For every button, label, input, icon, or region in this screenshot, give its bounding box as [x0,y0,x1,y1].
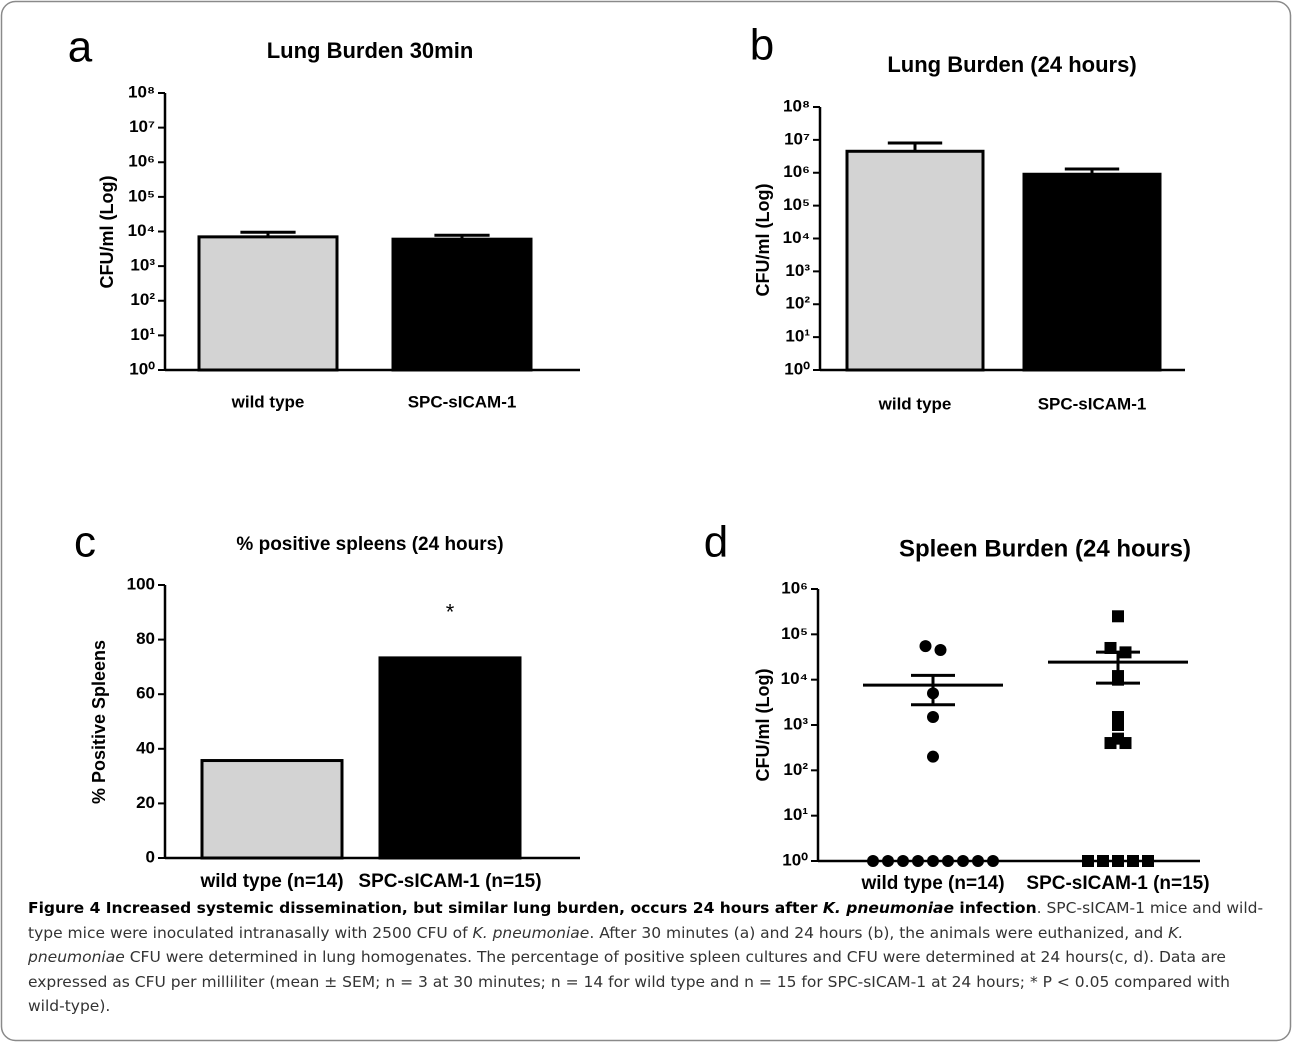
caption-text: K. pneumoniae [28,923,1184,967]
bar [1022,172,1162,372]
y-tick-label: 10⁶ [128,152,155,171]
y-axis-label: CFU/ml (Log) [97,176,117,289]
y-tick-label: 10⁵ [128,186,155,205]
chart-title: % positive spleens (24 hours) [236,534,503,555]
data-point [927,711,939,724]
y-axis-label: % Positive Spleens [89,640,109,804]
caption: Figure 4 Increased systemic disseminatio… [28,896,1268,1019]
panel-letter: b [750,21,774,70]
bar [845,149,985,372]
y-tick-label: 10⁰ [784,359,810,378]
data-point [1082,855,1094,867]
data-point [1112,855,1124,867]
data-point [972,855,984,867]
x-tick-label: wild type (n=14) [199,871,343,892]
data-point [1104,737,1117,750]
panel-letter: a [68,23,93,72]
caption-text: infection [954,899,1037,917]
caption-text: K. pneumoniae [472,923,590,942]
x-tick-label: SPC-sICAM-1 [1038,394,1147,413]
data-point [912,855,924,867]
x-tick-label: SPC-sICAM-1 (n=15) [358,871,541,892]
y-tick-label: 10⁵ [781,624,808,643]
y-tick-label: 10⁰ [129,359,155,378]
y-tick-label: 10¹ [783,805,808,824]
data-point [897,855,909,867]
data-point [1142,855,1154,867]
x-tick-label: SPC-sICAM-1 [408,392,517,411]
y-tick-label: 10⁶ [783,162,810,181]
data-point [867,855,879,867]
bar [197,235,339,372]
caption-text: . After 30 minutes (a) and 24 hours (b),… [589,923,1169,942]
y-tick-label: 10³ [130,256,155,275]
y-tick-label: 10⁴ [783,228,810,247]
y-tick-label: 20 [136,793,155,812]
annotation: * [446,600,455,625]
y-tick-label: 10⁷ [784,129,810,148]
x-tick-label: wild type [231,392,305,411]
x-tick-label: wild type [878,394,952,413]
y-tick-label: 10⁸ [783,96,810,115]
y-axis-label: CFU/ml (Log) [753,184,773,297]
chart-title: Lung Burden (24 hours) [887,52,1136,77]
data-point [919,640,932,653]
panel-letter: c [74,518,96,567]
y-tick-label: 10⁶ [781,578,808,597]
caption-text: . SPC-sICAM-1 mice and wild-type mice we… [28,899,1264,942]
data-point [1097,855,1109,867]
bar [391,237,533,372]
y-tick-label: 10¹ [130,325,155,344]
y-tick-label: 10² [783,760,808,779]
y-tick-label: 60 [136,684,155,703]
data-point [1127,855,1139,867]
data-point [1119,737,1132,750]
y-tick-label: 10⁸ [128,82,155,101]
caption-text: K. pneumoniae [822,899,955,917]
y-tick-label: 10⁷ [129,117,155,136]
data-point [927,750,939,763]
y-axis-label: CFU/ml (Log) [753,669,773,782]
y-tick-label: 10² [785,294,810,313]
data-point [987,855,999,867]
y-tick-label: 10⁴ [128,221,155,240]
chart-title: Spleen Burden (24 hours) [899,535,1191,562]
y-tick-label: 10⁵ [783,195,810,214]
y-tick-label: 80 [136,629,155,648]
data-point [1112,719,1124,731]
y-tick-label: 10⁴ [781,669,808,688]
x-tick-label: SPC-sICAM-1 (n=15) [1026,873,1209,894]
y-tick-label: 10³ [785,261,810,280]
data-point [957,855,969,867]
caption-text: Figure 4 Increased systemic disseminatio… [28,899,823,917]
x-tick-label: wild type (n=14) [860,873,1004,894]
bar [200,759,344,860]
caption-text: CFU were determined in lung homogenates.… [28,948,1230,1015]
y-tick-label: 40 [136,738,155,757]
y-tick-label: 0 [146,847,155,866]
data-point [934,644,947,657]
data-point [942,855,954,867]
y-tick-label: 100 [127,574,155,593]
data-point [882,855,894,867]
y-tick-label: 10⁰ [782,850,808,869]
panel-letter: d [704,518,728,567]
y-tick-label: 10² [130,290,155,309]
data-point [1112,610,1124,623]
y-tick-label: 10³ [783,714,808,733]
chart-title: Lung Burden 30min [267,38,474,63]
bar [378,656,522,860]
y-tick-label: 10¹ [785,327,810,346]
data-point [927,855,939,867]
